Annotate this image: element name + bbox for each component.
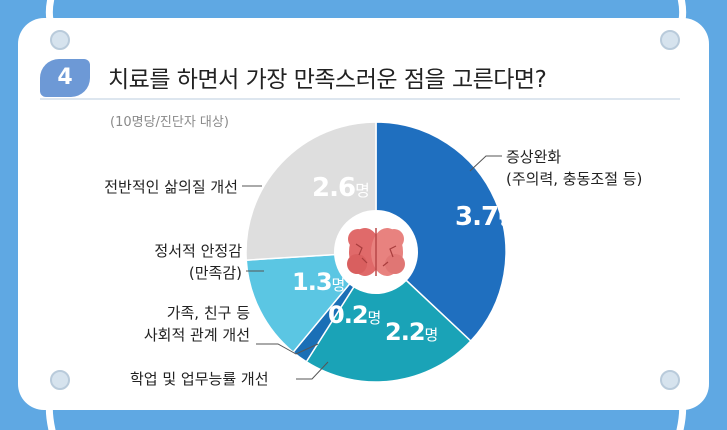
slice-category-label: 증상완화 (주의력, 충동조절 등)	[506, 146, 642, 190]
slice-category-label-line: 정서적 안정감	[154, 242, 242, 260]
leader-line	[469, 155, 502, 172]
slice-category-label-line: 전반적인 삶의질 개선	[104, 178, 238, 196]
slice-value-label: 2.2명	[385, 318, 438, 346]
slice-category-label-line: 가족, 친구 등	[166, 304, 250, 322]
slice-category-label-line: 증상완화	[506, 148, 562, 166]
slice-value-label: 3.7명	[455, 202, 513, 232]
chart-title: 치료를 하면서 가장 만족스러운 점을 고른다면?	[108, 67, 547, 93]
slice-category-label: 학업 및 업무능률 개선	[130, 368, 269, 390]
slice-category-label-line: (주의력, 충동조절 등)	[506, 170, 643, 188]
leader-line	[256, 343, 319, 355]
binder-hole	[660, 30, 680, 50]
slice-category-label: 정서적 안정감 (만족감)	[122, 240, 242, 284]
title-divider	[40, 98, 680, 100]
slice-value-label: 1.3명	[292, 268, 345, 296]
slice-category-label-line: 학업 및 업무능률 개선	[130, 370, 269, 388]
binder-hole	[660, 370, 680, 390]
chart-subtitle: (10명당/진단자 대상)	[110, 115, 229, 130]
binder-hole	[50, 30, 70, 50]
question-number-badge: 4	[40, 59, 90, 97]
brain-icon	[347, 228, 405, 276]
leader-line	[296, 361, 329, 380]
slice-value-label: 2.6명	[312, 173, 370, 203]
slice-category-label-line: (만족감)	[188, 264, 242, 282]
slice-category-label-line: 사회적 관계 개선	[143, 326, 250, 344]
slice-value-label: 0.2명	[328, 301, 381, 329]
binder-hole	[50, 370, 70, 390]
pie-slice	[305, 250, 472, 383]
pie-slice	[375, 121, 507, 343]
slice-category-label: 전반적인 삶의질 개선	[58, 176, 238, 198]
